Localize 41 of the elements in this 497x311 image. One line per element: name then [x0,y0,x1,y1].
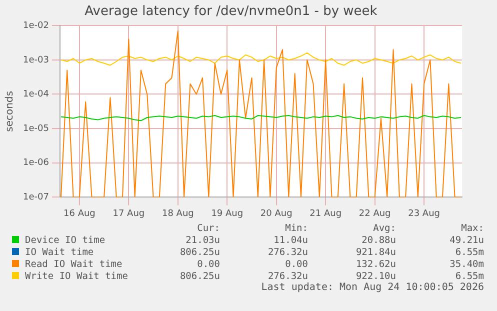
x-tick-label: 19 Aug [211,208,244,219]
y-tick-label: 1e-02 [22,20,49,31]
x-tick-label: 23 Aug [408,208,440,219]
x-tick-label: 17 Aug [112,208,145,219]
x-tick-label: 21 Aug [310,208,342,219]
x-tick-label: 22 Aug [358,208,391,219]
text: 6.55m [454,246,484,258]
text: 806.25u [178,246,220,258]
x-tick-label: 16 Aug [64,208,96,219]
chart-title: Average latency for /dev/nvme0n1 - by week [84,4,378,20]
text: 806.25u [178,270,220,282]
text: Cur: [196,222,220,234]
text: 0.00 [284,258,308,270]
text: Min: [284,222,308,234]
text: 49.21u [448,234,484,246]
legend-label: IO Wait time [24,246,95,258]
text: 276.32u [266,270,308,282]
text: Last update: Mon Aug 24 10:00:05 2026 [260,282,484,293]
text: 276.32u [266,246,308,258]
text: 0.00 [196,258,220,270]
text: 921.84u [354,246,396,258]
text: 132.62u [354,258,396,270]
text: 6.55m [454,270,484,282]
y-tick-label: 1e-03 [22,55,49,66]
text: 11.04u [272,234,308,246]
text: Avg: [372,222,396,234]
text: 922.10u [354,270,396,282]
legend-label: Read IO Wait time [24,258,124,270]
y-tick-label: 1e-04 [22,90,50,100]
legend-label: Device IO time [24,234,106,246]
legend-label: Write IO Wait time [24,270,129,282]
y-axis-title: seconds [4,90,16,132]
text: 35.40m [448,258,484,270]
y-tick-label: 1e-07 [22,192,49,203]
text: 20.88u [360,234,396,246]
text: Max: [460,222,484,234]
y-tick-label: 1e-06 [22,158,50,168]
y-tick-label: 1e-05 [22,124,49,134]
x-tick-label: 20 Aug [260,208,292,219]
x-tick-label: 18 Aug [162,208,194,219]
text: 21.03u [184,234,220,246]
